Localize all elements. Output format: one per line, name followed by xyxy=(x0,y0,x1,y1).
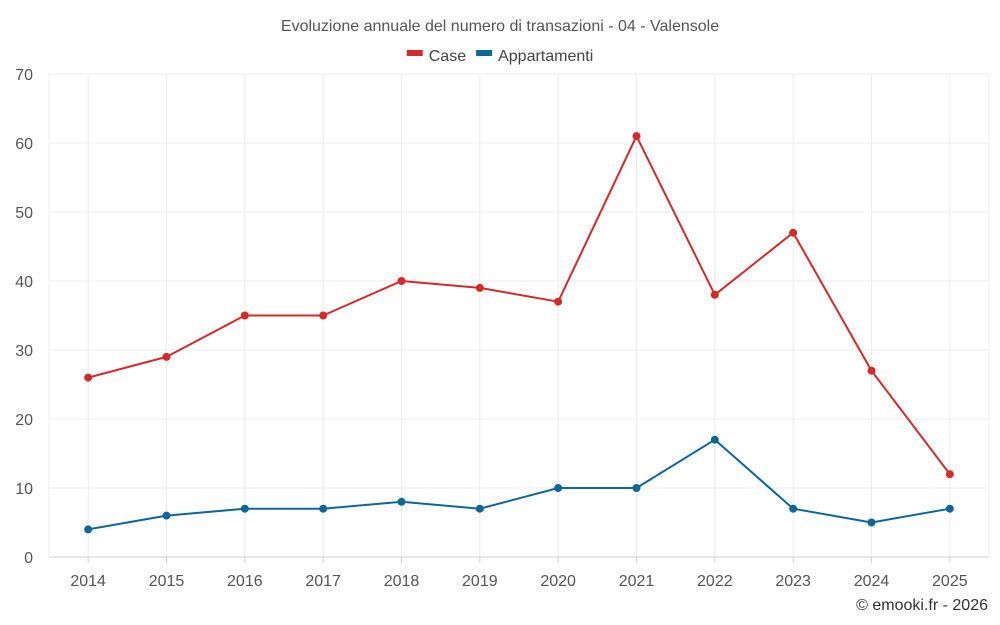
x-tick-label: 2023 xyxy=(775,573,811,590)
data-point-case xyxy=(867,366,876,375)
data-point-appartamenti xyxy=(397,497,406,506)
data-point-appartamenti xyxy=(162,511,171,520)
data-point-appartamenti xyxy=(789,504,798,513)
y-axis-ticks: 0 10 20 30 40 50 60 70 xyxy=(15,67,33,567)
x-tick-label: 2018 xyxy=(384,573,420,590)
x-tick-label: 2024 xyxy=(854,573,890,590)
series-line-case xyxy=(87,135,951,475)
data-point-case xyxy=(632,132,641,141)
data-point-appartamenti xyxy=(319,504,328,513)
data-point-case xyxy=(84,373,93,382)
data-point-case xyxy=(319,311,328,320)
y-tick-label: 60 xyxy=(15,136,33,153)
axes xyxy=(48,74,990,563)
y-tick-label: 0 xyxy=(24,550,33,567)
x-axis-ticks: 2014 2015 2016 2017 2018 2019 2020 2021 2022 2023… xyxy=(70,573,967,590)
series-line-appartamenti xyxy=(87,438,951,531)
data-point-appartamenti xyxy=(632,484,641,492)
y-tick-label: 70 xyxy=(15,67,33,84)
y-tick-label: 30 xyxy=(15,343,33,360)
credit-text: © emooki.fr - 2026 xyxy=(856,597,988,614)
data-point-case xyxy=(475,283,484,292)
x-tick-label: 2025 xyxy=(932,573,968,590)
data-point-appartamenti xyxy=(710,435,719,444)
x-tick-label: 2019 xyxy=(462,573,498,590)
y-tick-label: 20 xyxy=(15,412,33,429)
data-point-appartamenti xyxy=(554,484,563,492)
data-point-case xyxy=(240,311,249,320)
x-tick-label: 2014 xyxy=(70,573,106,590)
legend-swatch xyxy=(476,50,493,56)
chart-title: Evoluzione annuale del numero di transaz… xyxy=(281,18,719,35)
y-tick-label: 10 xyxy=(15,481,33,498)
data-point-case xyxy=(945,470,954,479)
x-tick-label: 2015 xyxy=(149,573,185,590)
data-point-case xyxy=(162,352,171,361)
legend: Case Appartamenti xyxy=(406,48,593,65)
y-tick-label: 40 xyxy=(15,274,33,291)
data-point-case xyxy=(789,228,798,237)
x-tick-label: 2022 xyxy=(697,573,733,590)
series-group xyxy=(84,132,954,534)
data-point-appartamenti xyxy=(240,504,249,513)
data-point-case xyxy=(710,290,719,299)
data-point-appartamenti xyxy=(475,504,484,513)
data-point-appartamenti xyxy=(84,525,93,534)
legend-swatch xyxy=(406,50,423,56)
y-tick-label: 50 xyxy=(15,205,33,222)
x-tick-label: 2017 xyxy=(305,573,341,590)
grid xyxy=(49,73,989,557)
legend-label: Appartamenti xyxy=(498,48,593,65)
legend-item-appartamenti[interactable]: Appartamenti xyxy=(476,48,593,65)
data-point-appartamenti xyxy=(867,518,876,527)
data-point-case xyxy=(554,297,563,306)
x-tick-label: 2020 xyxy=(540,573,576,590)
legend-item-case[interactable]: Case xyxy=(406,48,466,65)
data-point-appartamenti xyxy=(945,504,954,513)
legend-label: Case xyxy=(429,48,466,65)
data-point-case xyxy=(397,277,406,285)
x-tick-label: 2021 xyxy=(619,573,655,590)
x-tick-label: 2016 xyxy=(227,573,263,590)
